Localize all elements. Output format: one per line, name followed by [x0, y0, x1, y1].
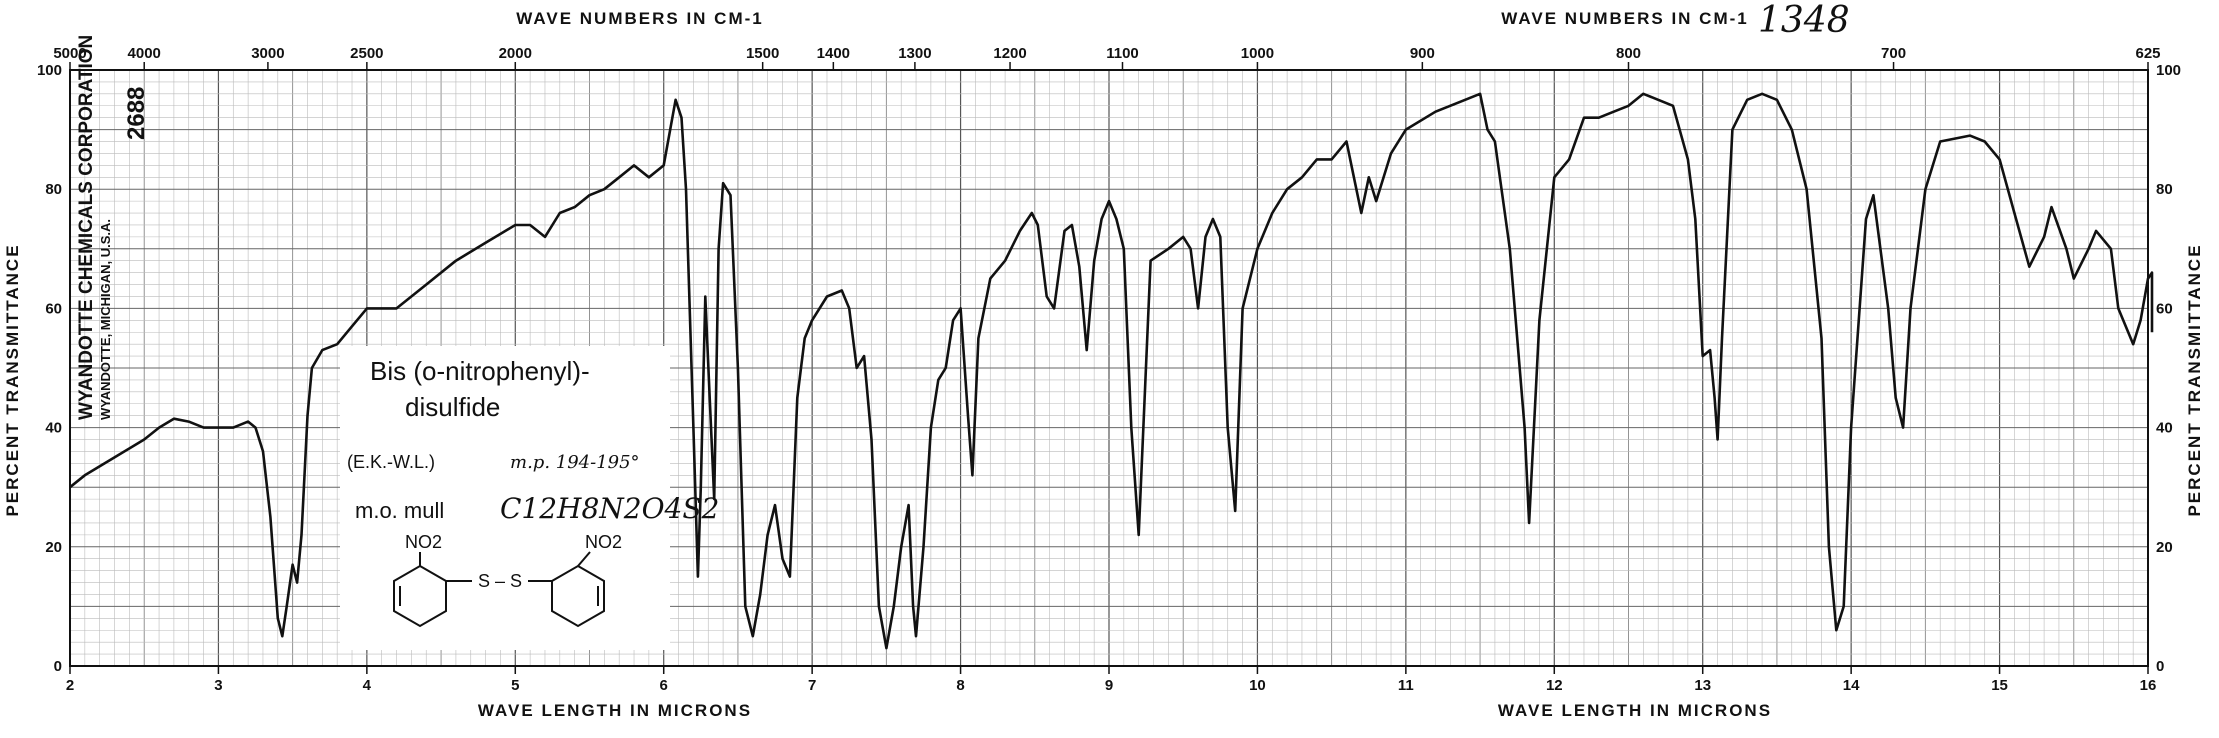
top-tick-label: 1000	[1241, 45, 1274, 62]
no2-bond-right	[577, 551, 591, 567]
x-tick-label: 5	[511, 677, 519, 694]
compound-method: m.o. mull	[355, 498, 444, 523]
x-axis-title-right: WAVE LENGTH IN MICRONS	[1498, 701, 1772, 720]
y-tick-label-right: 80	[2156, 181, 2173, 198]
compound-credit: (E.K.-W.L.)	[347, 452, 435, 472]
top-tick-label: 700	[1881, 45, 1906, 62]
top-axis-title-left: WAVE NUMBERS IN CM-1	[516, 9, 763, 28]
right-axis-ticks: 0 20 40 60 80 100	[2156, 62, 2181, 675]
no2-label-right: NO2	[585, 532, 622, 552]
svg-text:WYANDOTTE CHEMICALS CORPORATIO: WYANDOTTE CHEMICALS CORPORATION	[76, 35, 97, 420]
structure-diagram	[393, 551, 605, 628]
x-tick-label: 6	[660, 677, 668, 694]
top-tick-label: 4000	[128, 45, 161, 62]
x-tick-label: 15	[1991, 677, 2008, 694]
y-tick-label: 20	[45, 539, 62, 556]
top-tick-label: 1400	[817, 45, 850, 62]
top-tick-label: 800	[1616, 45, 1641, 62]
y-tick-label: 60	[45, 300, 62, 317]
x-tick-label: 12	[1546, 677, 1563, 694]
top-tick-label: 1200	[993, 45, 1026, 62]
top-tick-label: 1500	[746, 45, 779, 62]
spectrum-line	[69, 92, 2154, 650]
compound-name-line2: disulfide	[405, 392, 500, 422]
top-tick-label: 625	[2135, 45, 2160, 62]
x-tick-label: 10	[1249, 677, 1266, 694]
x-tick-label: 2	[66, 677, 74, 694]
x-tick-label: 3	[214, 677, 222, 694]
svg-text:WYANDOTTE, MICHIGAN, U.S.A.: WYANDOTTE, MICHIGAN, U.S.A.	[98, 219, 113, 420]
y-axis-title-left: PERCENT TRANSMITTANCE	[3, 243, 22, 516]
x-tick-label: 14	[1843, 677, 1860, 694]
x-tick-label: 16	[2140, 677, 2157, 694]
company-stamp: WYANDOTTE CHEMICALS CORPORATION WYANDOTT…	[76, 35, 150, 420]
y-tick-label-right: 60	[2156, 300, 2173, 317]
compound-info-box: Bis (o-nitrophenyl)- disulfide (E.K.-W.L…	[340, 346, 719, 650]
bottom-axis-ticks: 2 3 4 5 6 7 8 9 10 11 12 13 14 15 16	[66, 666, 2157, 694]
y-tick-label-right: 0	[2156, 658, 2164, 675]
y-tick-label: 100	[37, 62, 62, 79]
y-axis-title-right: PERCENT TRANSMITTANCE	[2185, 243, 2204, 516]
y-tick-label: 40	[45, 420, 62, 437]
top-axis-title-right: WAVE NUMBERS IN CM-1	[1501, 9, 1748, 28]
svg-text:2688: 2688	[123, 87, 150, 140]
top-tick-label: 1300	[898, 45, 931, 62]
y-tick-label-right: 40	[2156, 420, 2173, 437]
no2-label-left: NO2	[405, 532, 442, 552]
top-axis-ticks: 5000 4000 3000 2500 2000 1500 1400 1300 1200 1100…	[53, 45, 2161, 70]
sheet-number: 1348	[1758, 0, 1850, 41]
y-tick-label-right: 20	[2156, 539, 2173, 556]
compound-name-line1: Bis (o-nitrophenyl)-	[370, 356, 590, 386]
top-tick-label: 5000	[53, 45, 86, 62]
compound-formula: C12H8N2O4S2	[500, 492, 719, 525]
x-tick-label: 4	[363, 677, 372, 694]
x-tick-label: 8	[956, 677, 964, 694]
x-tick-label: 11	[1398, 677, 1414, 694]
y-tick-label: 0	[54, 658, 62, 675]
x-tick-label: 9	[1105, 677, 1113, 694]
x-tick-label: 13	[1694, 677, 1711, 694]
top-tick-label: 3000	[251, 45, 284, 62]
y-tick-label: 80	[45, 181, 62, 198]
top-tick-label: 2500	[350, 45, 383, 62]
x-tick-label: 7	[808, 677, 816, 694]
top-tick-label: 1100	[1106, 45, 1139, 62]
y-tick-label-right: 100	[2156, 62, 2181, 79]
left-axis-ticks: 0 20 40 60 80 100	[37, 62, 62, 675]
disulfide-bridge-label: S – S	[478, 571, 522, 591]
compound-melting-point: m.p. 194-195°	[510, 452, 640, 473]
x-axis-title-left: WAVE LENGTH IN MICRONS	[478, 701, 752, 720]
top-tick-label: 900	[1410, 45, 1435, 62]
top-tick-label: 2000	[499, 45, 532, 62]
